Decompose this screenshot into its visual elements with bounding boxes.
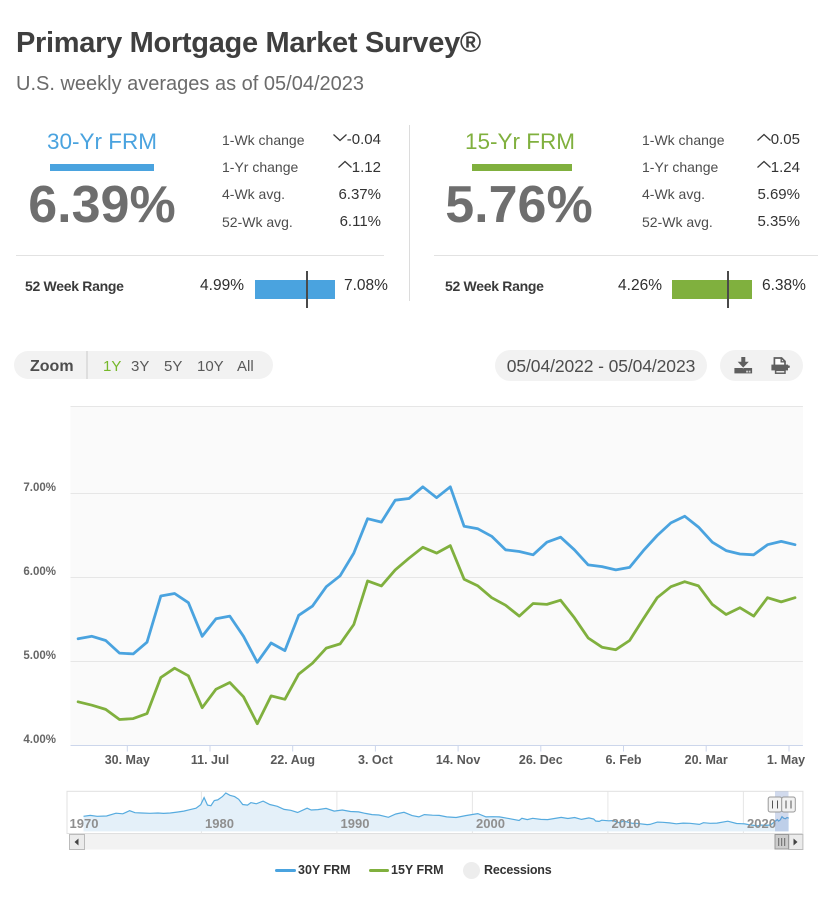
svg-text:26. Dec: 26. Dec <box>519 753 563 767</box>
svg-text:1980: 1980 <box>205 816 234 831</box>
svg-text:2010: 2010 <box>612 816 641 831</box>
svg-text:30. May: 30. May <box>105 753 150 767</box>
svg-text:6.00%: 6.00% <box>23 566 56 578</box>
svg-text:14. Nov: 14. Nov <box>436 753 481 767</box>
svg-text:1970: 1970 <box>70 816 99 831</box>
svg-text:11. Jul: 11. Jul <box>191 753 229 767</box>
svg-text:4.00%: 4.00% <box>23 734 56 746</box>
svg-text:2020: 2020 <box>747 816 776 831</box>
svg-text:22. Aug: 22. Aug <box>270 753 315 767</box>
svg-text:1. May: 1. May <box>767 753 805 767</box>
svg-text:20. Mar: 20. Mar <box>685 753 728 767</box>
svg-text:7.00%: 7.00% <box>23 482 56 494</box>
svg-text:2000: 2000 <box>476 816 505 831</box>
svg-text:1990: 1990 <box>341 816 370 831</box>
svg-text:3. Oct: 3. Oct <box>358 753 394 767</box>
svg-text:6. Feb: 6. Feb <box>605 753 641 767</box>
svg-text:5.00%: 5.00% <box>23 650 56 662</box>
